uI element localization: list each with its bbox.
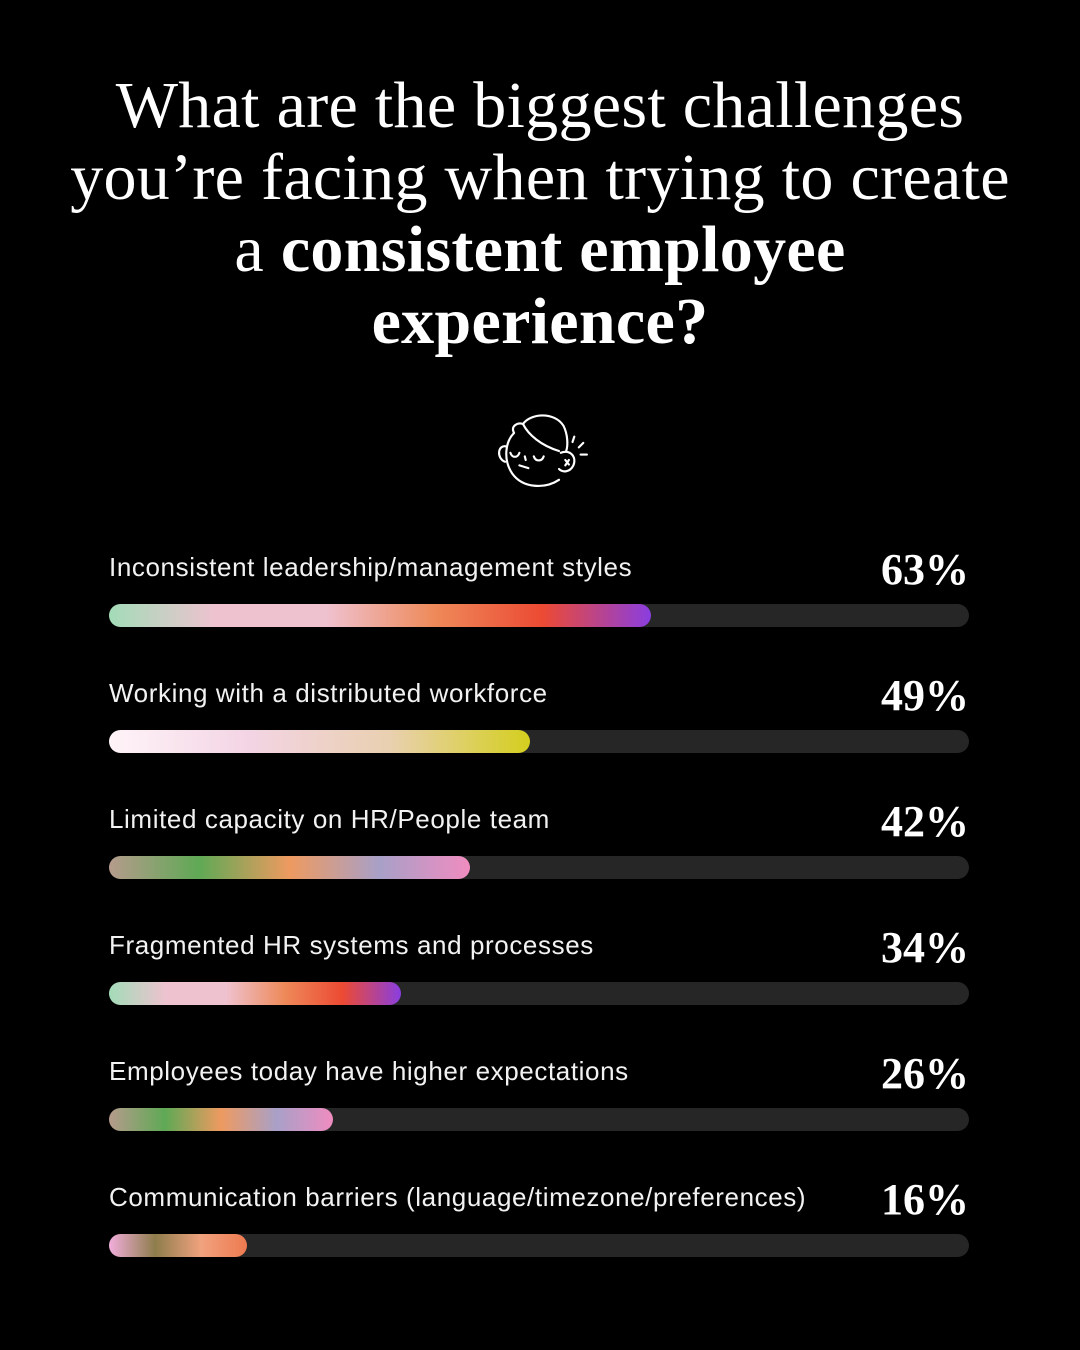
- bar-label: Limited capacity on HR/People team: [109, 804, 550, 834]
- bar-track: [109, 730, 969, 753]
- bar-track: [109, 1108, 969, 1131]
- bar-value-label: 63%: [881, 545, 969, 594]
- title-bold: consistent employee experience?: [280, 213, 846, 358]
- bar-value-label: 42%: [881, 797, 969, 846]
- bar-track: [109, 856, 969, 879]
- bar-row: Communication barriers (language/timezon…: [109, 1175, 969, 1282]
- bar-row: Limited capacity on HR/People team 42%: [109, 797, 969, 904]
- bar-fill: [109, 856, 471, 879]
- bar-label: Working with a distributed workforce: [109, 678, 548, 708]
- bar-value-label: 34%: [881, 923, 969, 972]
- bar-label: Inconsistent leadership/management style…: [109, 552, 633, 582]
- bar-track: [109, 1234, 969, 1257]
- bar-fill: [109, 604, 651, 627]
- bar-label: Communication barriers (language/timezon…: [109, 1182, 807, 1212]
- bar-track: [109, 982, 969, 1005]
- bar-fill: [109, 730, 531, 753]
- bar-row: Fragmented HR systems and processes 34%: [109, 923, 969, 1030]
- bar-value-label: 26%: [881, 1049, 969, 1098]
- bar-row: Inconsistent leadership/management style…: [109, 545, 969, 652]
- bar-row: Working with a distributed workforce 49%: [109, 671, 969, 778]
- bar-value-label: 16%: [881, 1175, 969, 1224]
- title-regular: What are the biggest challenges you’re f…: [70, 69, 1010, 286]
- bar-track: [109, 604, 969, 627]
- bar-label: Employees today have higher expectations: [109, 1056, 629, 1086]
- bar-value-label: 49%: [881, 671, 969, 720]
- bar-fill: [109, 1108, 333, 1131]
- annoyed-face-icon: [498, 414, 588, 487]
- bar-fill: [109, 1234, 247, 1257]
- bar-fill: [109, 982, 402, 1005]
- bar-label: Fragmented HR systems and processes: [109, 930, 594, 960]
- bar-row: Employees today have higher expectations…: [109, 1049, 969, 1156]
- chart-title: What are the biggest challenges you’re f…: [60, 70, 1020, 358]
